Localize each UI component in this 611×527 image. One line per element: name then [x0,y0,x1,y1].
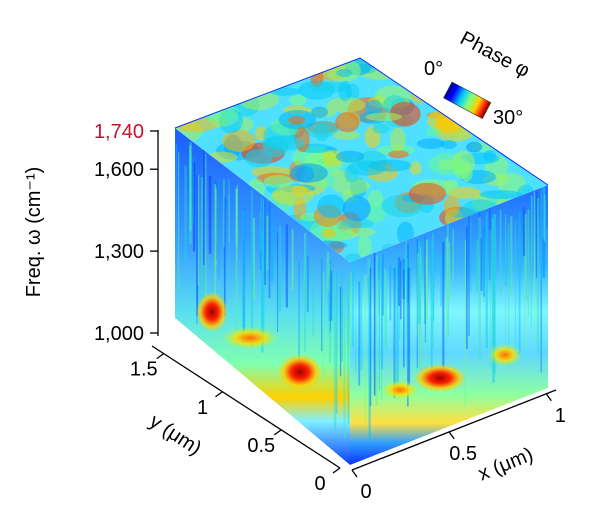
texture-blob [433,116,476,142]
z-axis-tick-label: 1,740 [94,121,144,143]
texture-blob [460,164,473,182]
y-axis-tick-label: 1 [197,397,208,419]
texture-blob [426,126,442,137]
texture-blob [269,87,301,96]
texture-blob [289,94,307,106]
texture-blob [326,97,366,113]
x-axis-label: x (μm) [475,444,536,486]
z-axis-tick-label: 1,600 [94,159,144,181]
colorbar-max-label: 30° [493,107,523,129]
texture-blob [331,169,349,181]
texture-blob [342,196,371,222]
z-axis: 1,000 1,300 1,600 1,740 Freq. ω (cm⁻¹) [23,121,159,345]
y-axis-tick [332,467,341,474]
y-axis-tick-label: 0.5 [247,435,275,457]
texture-blob [311,106,328,118]
texture-blob [409,161,422,176]
texture-blob [389,101,421,127]
texture-blob [365,204,387,223]
texture-blob [344,165,359,183]
texture-blob [479,190,522,200]
texture-blob [483,150,497,162]
texture-blob [332,177,370,195]
texture-blob [263,175,293,188]
texture-blob [389,127,406,152]
texture-blob [336,150,365,163]
z-axis-tick-label: 1,000 [94,323,144,345]
texture-blob [317,194,346,218]
texture-blob [261,135,305,151]
texture-blob [410,87,432,104]
texture-blob [244,148,273,168]
texture-blob [466,141,483,153]
colorbar-title: Phase φ [456,27,533,82]
colorbar [443,81,492,119]
y-axis-tick-label: 0 [314,473,325,495]
texture-blob [322,228,336,238]
cube-right-face [350,185,548,465]
texture-blob [336,68,353,78]
z-axis-tick-label: 1,300 [94,241,144,263]
texture-blob [372,123,390,134]
texture-blob [416,138,445,149]
texture-blob [335,112,360,133]
texture-blob [443,195,460,217]
y-axis-tick-label: 1.5 [130,359,158,381]
texture-blob [272,185,314,205]
x-axis-tick [545,393,552,402]
texture-blob [437,159,455,171]
cube-top-face [175,58,548,262]
x-axis-tick [351,469,358,478]
texture-blob [313,122,330,142]
y-axis-tick [273,429,282,436]
texture-blob [367,190,384,207]
texture-blob [222,129,256,152]
texture-blob [340,218,374,229]
texture-blob [338,80,352,102]
texture-blob [332,130,361,140]
x-axis-tick-label: 0.5 [449,443,477,465]
cube-edges [174,57,549,186]
texture-blob [295,165,315,183]
y-axis-tick [215,391,223,398]
texture-blob [365,99,383,116]
texture-blob [447,186,481,199]
colorbar-min-label: 0° [424,58,443,80]
z-axis-label: Freq. ω (cm⁻¹) [23,167,45,298]
texture-blob [388,150,409,159]
cube-left-face [175,128,350,465]
texture-blob [440,140,457,150]
y-axis-tick [156,353,165,360]
x-axis-tick-label: 1 [555,405,566,427]
x-axis-tick-label: 0 [360,481,371,503]
x-axis-tick [448,431,455,440]
texture-blob [365,112,403,122]
texture-blob [357,234,372,259]
texture-blob [408,182,447,205]
texture-blob [288,116,306,125]
